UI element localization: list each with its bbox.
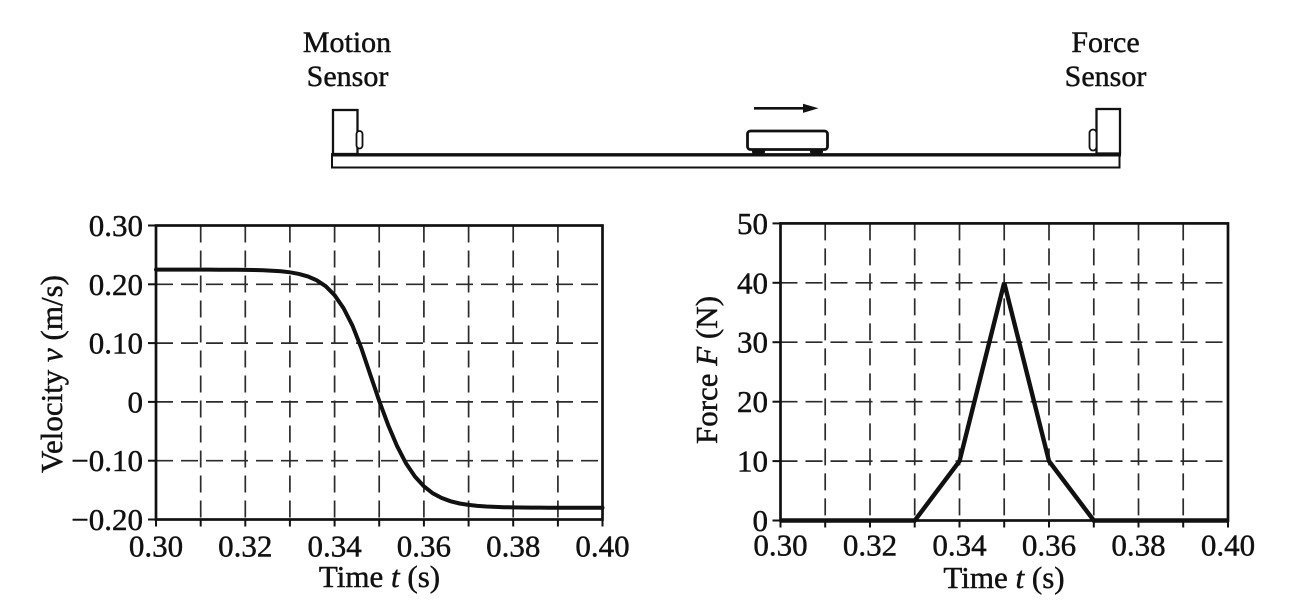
- svg-text:10: 10: [737, 444, 768, 479]
- svg-text:0: 0: [128, 384, 144, 419]
- svg-text:−0.10: −0.10: [71, 443, 143, 478]
- svg-text:0.36: 0.36: [1022, 528, 1076, 563]
- svg-text:Time t (s): Time t (s): [319, 559, 440, 594]
- svg-text:0.34: 0.34: [307, 529, 362, 564]
- svg-text:Time t (s): Time t (s): [943, 560, 1064, 595]
- svg-text:0.20: 0.20: [89, 267, 143, 302]
- svg-text:0.38: 0.38: [1111, 528, 1165, 563]
- svg-text:Motion: Motion: [303, 26, 391, 59]
- svg-text:0.30: 0.30: [129, 529, 183, 564]
- svg-text:0.34: 0.34: [932, 528, 987, 563]
- svg-text:0: 0: [753, 503, 769, 538]
- svg-text:0.36: 0.36: [397, 529, 451, 564]
- svg-text:Velocity v (m/s): Velocity v (m/s): [34, 275, 69, 473]
- svg-text:50: 50: [737, 206, 768, 241]
- svg-text:20: 20: [737, 384, 768, 419]
- svg-text:0.30: 0.30: [753, 528, 807, 563]
- svg-text:Sensor: Sensor: [307, 60, 389, 93]
- svg-text:Force: Force: [1071, 26, 1139, 59]
- svg-text:0.30: 0.30: [89, 208, 143, 243]
- svg-text:0.32: 0.32: [843, 528, 897, 563]
- svg-text:30: 30: [737, 325, 768, 360]
- svg-text:−0.20: −0.20: [71, 502, 143, 537]
- svg-text:0.40: 0.40: [1201, 528, 1255, 563]
- svg-text:0.38: 0.38: [486, 529, 540, 564]
- svg-text:Force F (N): Force F (N): [689, 296, 724, 444]
- svg-text:0.40: 0.40: [575, 529, 629, 564]
- svg-text:Sensor: Sensor: [1065, 60, 1147, 93]
- svg-text:0.32: 0.32: [218, 529, 272, 564]
- svg-text:40: 40: [737, 265, 768, 300]
- svg-text:0.10: 0.10: [89, 326, 143, 361]
